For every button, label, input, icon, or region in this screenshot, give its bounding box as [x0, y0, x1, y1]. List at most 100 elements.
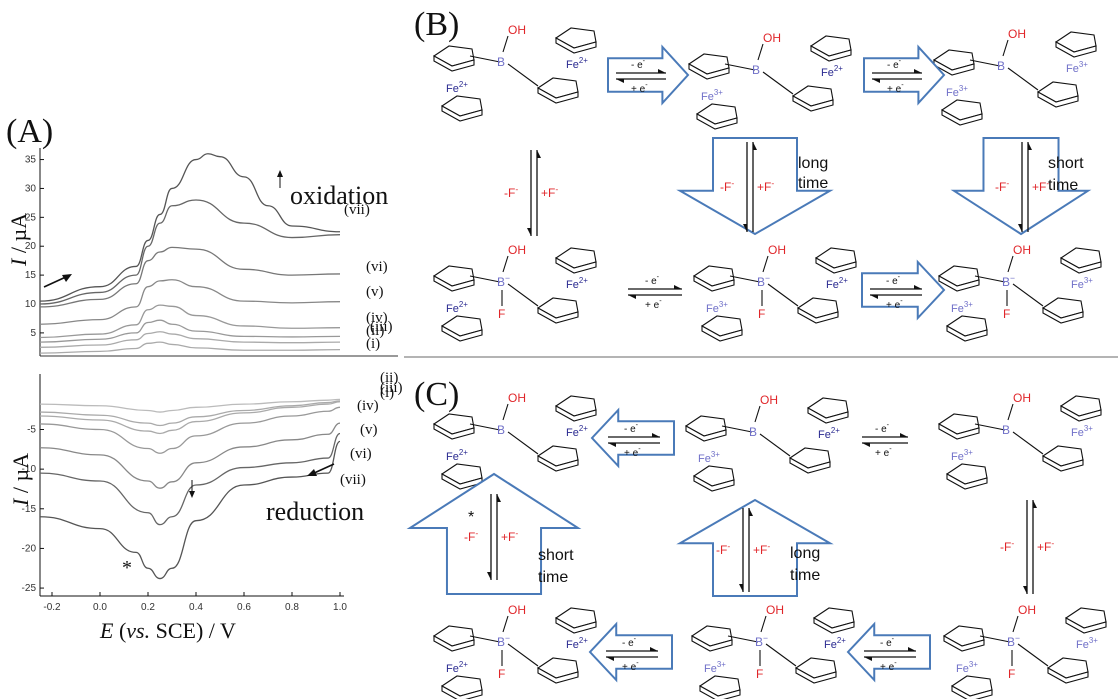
diferrocenylborane-molecule: OHB−FFe2+Fe2+	[434, 243, 596, 341]
electron-gain-label: + e-	[645, 296, 662, 311]
fluoride-equilibrium: -F- +F-	[504, 150, 558, 236]
fluoride-gain-label: +F-	[541, 184, 558, 200]
fluoride-release-block-arrow: -F- +F- * short time	[410, 474, 578, 594]
fluoride-label: F	[1008, 667, 1015, 681]
diferrocenylborane-molecule: OH B− F Fe3+ Fe2+	[692, 603, 854, 699]
diferrocenylborane-molecule: OHB−FFe3+Fe2+	[694, 243, 856, 341]
hydroxyl-label: OH	[760, 393, 778, 407]
curve-label: (v)	[360, 422, 378, 438]
iron-left-label: Fe2+	[446, 448, 468, 463]
cv-curve	[40, 320, 340, 342]
borate-label: B−	[1002, 273, 1015, 289]
y-tick-label: 15	[25, 270, 37, 281]
iron-right-label: Fe2+	[818, 426, 840, 441]
short-label: short	[1048, 155, 1084, 172]
time-label: time	[538, 569, 568, 586]
iron-left-label: Fe2+	[446, 300, 468, 315]
oxidation-block-arrow: - e- + e-	[864, 47, 944, 103]
long-label: long	[790, 545, 820, 562]
borate-label: B−	[497, 273, 510, 289]
hydroxyl-label: OH	[508, 243, 526, 257]
iron-right-label: Fe2+	[824, 636, 846, 651]
diferrocenylborane-molecule: OH B− F Fe3+ Fe3+	[944, 603, 1106, 699]
time-label: time	[798, 175, 828, 192]
oxidation-block-arrow: - e- + e-	[608, 47, 688, 103]
diferrocenylborane-molecule: OH B Fe3+ Fe2+	[689, 31, 851, 129]
iron-left-label: Fe2+	[446, 80, 468, 95]
cv-curve	[40, 305, 340, 337]
diferrocenylborane-molecule: OH B Fe3+ Fe3+	[934, 27, 1096, 125]
iron-left-label: Fe3+	[706, 300, 728, 315]
cv-curve	[40, 342, 340, 353]
y-tick-label: 35	[25, 155, 37, 166]
electron-loss-label: - e-	[875, 420, 890, 435]
cv-curve	[40, 401, 340, 426]
electron-loss-label: - e-	[645, 272, 660, 287]
iron-right-label: Fe3+	[1076, 636, 1098, 651]
reduction-label: reduction	[266, 497, 364, 526]
hydroxyl-label: OH	[763, 31, 781, 45]
iron-right-label: Fe2+	[566, 636, 588, 651]
diferrocenylborane-molecule: OH B Fe3+ Fe3+	[939, 391, 1101, 489]
y-tick-label: -25	[22, 583, 37, 594]
diferrocenylborane-molecule: OHBFe3+Fe2+	[686, 393, 848, 491]
iron-left-label: Fe3+	[704, 660, 726, 675]
fluoride-label: F	[756, 667, 763, 681]
panel-label-b: (B)	[414, 6, 459, 43]
reduction-block-arrow: - e- + e-	[848, 624, 930, 680]
borate-label: B−	[497, 633, 510, 649]
cv-curve	[40, 247, 340, 307]
iron-right-label: Fe2+	[821, 64, 843, 79]
hydroxyl-label: OH	[1008, 27, 1026, 41]
y-tick-label: 10	[25, 299, 37, 310]
increase-arrow-up	[277, 170, 283, 188]
iron-right-label: Fe3+	[1071, 424, 1093, 439]
time-label: time	[1048, 177, 1078, 194]
curve-label: (iv)	[357, 398, 379, 414]
redox-equilibrium: - e- + e-	[628, 272, 682, 311]
cv-curve	[40, 154, 340, 301]
iron-left-label: Fe3+	[701, 88, 723, 103]
iron-left-label: Fe3+	[951, 300, 973, 315]
x-tick-label: 0.6	[237, 602, 251, 613]
fluoride-release-block-arrow: -F- +F-longtime	[680, 500, 830, 596]
panel-label-c: (C)	[414, 376, 459, 413]
oxidation-label: oxidation	[290, 181, 388, 210]
y-tick-label: -20	[22, 543, 37, 554]
reduction-x-label: E (vs. SCE) / V	[99, 618, 236, 643]
fluoride-equilibrium: -F- +F-	[1000, 500, 1054, 594]
redox-equilibrium: - e- + e-	[862, 420, 908, 459]
diferrocenylborane-molecule: OH B− F Fe3+ Fe3+	[939, 243, 1101, 341]
iron-left-label: Fe3+	[951, 448, 973, 463]
y-tick-label: -5	[27, 425, 36, 436]
iron-left-label: Fe3+	[956, 660, 978, 675]
x-tick-label: 0.8	[285, 602, 299, 613]
fluoride-label: F	[758, 307, 765, 321]
hydroxyl-label: OH	[766, 603, 784, 617]
curve-label: (vi)	[350, 446, 372, 462]
diferrocenylborane-molecule: OHB−FFe2+Fe2+	[434, 603, 596, 699]
panel-label-a: (A)	[6, 113, 53, 150]
oxidation-plot: 5 10 15 20 25 30 35 (i)(ii)(iii)(iv) (v) (vi) (vi…	[6, 148, 398, 356]
fluoride-binding-block-arrow: -F- +F-short time	[954, 138, 1088, 234]
reduction-block-arrow: - e- + e-	[590, 624, 672, 680]
x-tick-label: 1.0	[333, 602, 347, 613]
iron-right-label: Fe2+	[566, 276, 588, 291]
curve-label: (vii)	[340, 472, 366, 488]
iron-right-label: Fe2+	[826, 276, 848, 291]
x-tick-label: -0.2	[43, 602, 61, 613]
fluoride-label: F	[1003, 307, 1010, 321]
boron-label: B	[997, 59, 1005, 73]
curve-label: (v)	[366, 284, 384, 300]
reduction-star: *	[122, 557, 132, 579]
borate-label: B−	[755, 633, 768, 649]
reduction-block-arrow: - e- + e-	[592, 410, 674, 466]
y-tick-label: 5	[30, 328, 36, 339]
hydroxyl-label: OH	[508, 23, 526, 37]
boron-label: B	[752, 63, 760, 77]
borate-label: B−	[1007, 633, 1020, 649]
fluoride-loss-label: -F-	[504, 184, 518, 200]
iron-right-label: Fe3+	[1071, 276, 1093, 291]
x-tick-label: 0.0	[93, 602, 107, 613]
long-label: long	[798, 155, 828, 172]
